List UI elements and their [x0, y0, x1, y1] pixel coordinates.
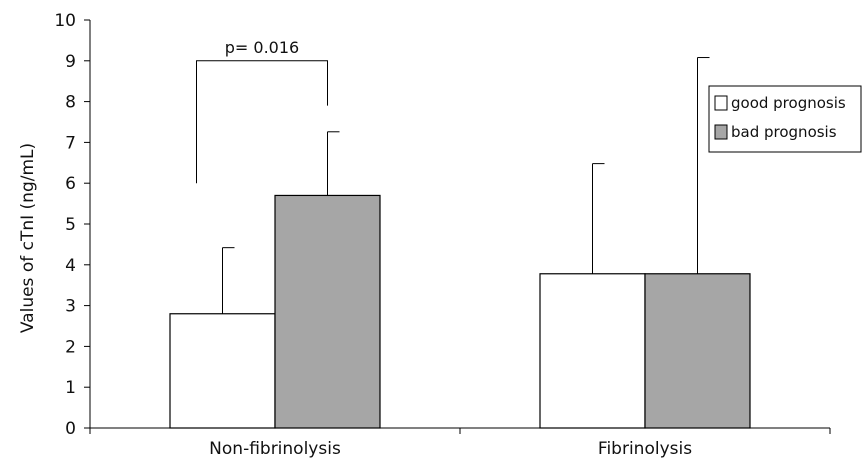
x-axis: Non-fibrinolysis Fibrinolysis	[89, 427, 831, 459]
y-tick-label: 4	[65, 256, 76, 276]
bars	[169, 194, 751, 429]
y-tick-label: 2	[65, 337, 76, 357]
y-tick-label: 7	[65, 133, 76, 153]
y-tick-label: 1	[65, 378, 76, 398]
legend-box	[708, 85, 862, 153]
y-axis: 0 1 2 3 4 5 6 7 8 9 10	[54, 11, 91, 439]
legend-label: good prognosis	[731, 94, 846, 112]
legend: good prognosis bad prognosis	[708, 85, 862, 153]
y-axis-label: Values of cTnI (ng/mL)	[18, 143, 38, 333]
legend-swatch	[714, 124, 728, 140]
legend-label: bad prognosis	[731, 123, 837, 141]
y-tick-label: 10	[54, 11, 76, 31]
bar	[644, 273, 751, 429]
bar	[169, 313, 276, 429]
bar	[539, 273, 646, 429]
x-tick-label: Fibrinolysis	[598, 439, 692, 459]
p-value-label: p= 0.016	[225, 38, 299, 57]
y-tick-label: 9	[65, 52, 76, 72]
y-tick-label: 8	[65, 93, 76, 113]
y-tick-label: 0	[65, 419, 76, 439]
y-tick-label: 6	[65, 174, 76, 194]
significance-annotation: p= 0.016	[196, 38, 328, 184]
significance-bracket	[196, 60, 328, 184]
error-bars	[222, 57, 710, 314]
bar	[274, 194, 381, 429]
legend-swatch	[714, 95, 728, 111]
x-tick-label: Non-fibrinolysis	[209, 439, 341, 459]
y-tick-label: 3	[65, 297, 76, 317]
y-tick-label: 5	[65, 215, 76, 235]
